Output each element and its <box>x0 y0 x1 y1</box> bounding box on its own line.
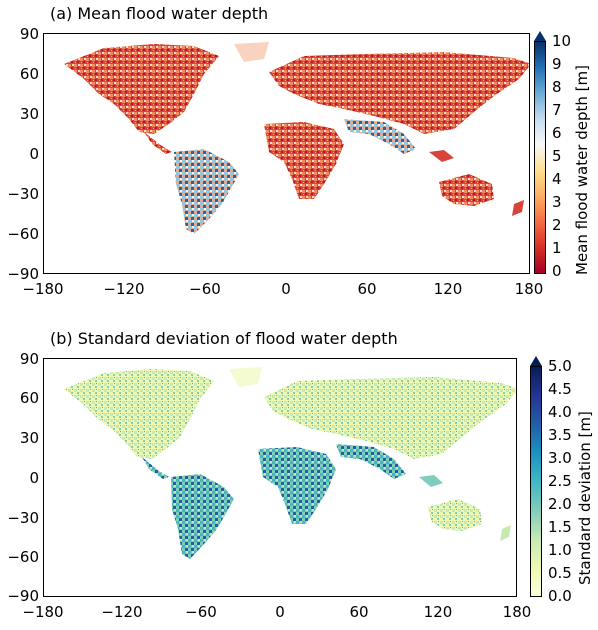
colorbar-tick: 5 <box>552 147 562 165</box>
x-tick-label: −60 <box>189 280 221 298</box>
colorbar-tick: 5.0 <box>548 357 572 375</box>
panel-std-depth: (b) Standard deviation of flood water de… <box>0 325 598 630</box>
x-tick-label: 180 <box>502 603 532 621</box>
colorbar-tick: 4.5 <box>548 380 572 398</box>
colorbar-tick: 2.0 <box>548 495 572 513</box>
colorbar-tick: 6 <box>552 124 562 142</box>
colorbar-tick: 3.5 <box>548 426 572 444</box>
x-tick-label: −180 <box>22 280 64 298</box>
y-tick-label: −60 <box>7 225 39 243</box>
colorbar-tick: 2 <box>552 216 562 234</box>
colorbar-tick: 9 <box>552 55 562 73</box>
colorbar-tick: 3.0 <box>548 449 572 467</box>
continents-std <box>64 367 516 559</box>
y-tick-label: 90 <box>19 350 39 368</box>
colorbar-tick: 7 <box>552 101 562 119</box>
world-map-std <box>64 367 516 559</box>
y-tick-label: 30 <box>19 105 39 123</box>
y-tick-label: −60 <box>7 548 39 566</box>
y-tick-label: −90 <box>7 265 39 283</box>
y-tick-label: −30 <box>7 185 39 203</box>
colorbar-extend-arrow <box>534 31 546 41</box>
y-tick-label: 30 <box>19 429 39 447</box>
y-tick-label: −30 <box>7 509 39 527</box>
y-tick-label: 0 <box>29 145 39 163</box>
colorbar-tick: 1 <box>552 239 562 257</box>
x-tick-label: −60 <box>185 603 217 621</box>
colorbar-tick: 0.5 <box>548 564 572 582</box>
x-tick-label: 120 <box>433 280 463 298</box>
y-tick-label: −90 <box>7 587 39 605</box>
x-tick-label: −180 <box>22 603 64 621</box>
colorbar-tick: 10 <box>552 32 572 50</box>
y-tick-label: 90 <box>19 25 39 43</box>
y-tick-label: 0 <box>29 469 39 487</box>
colorbar-label: Mean flood water depth [m] <box>573 65 591 275</box>
x-tick-label: 0 <box>275 603 285 621</box>
panel-title: (b) Standard deviation of flood water de… <box>50 329 398 348</box>
y-tick-label: 60 <box>19 389 39 407</box>
colorbar-tick: 0 <box>552 262 562 280</box>
colorbar-label: Standard deviation [m] <box>576 411 594 585</box>
x-tick-label: 0 <box>281 280 291 298</box>
x-tick-label: 60 <box>357 280 377 298</box>
x-tick-label: 180 <box>514 280 544 298</box>
colorbar-tick: 1.5 <box>548 518 572 536</box>
colorbar-extend-arrow <box>530 356 542 366</box>
x-tick-label: −120 <box>101 603 143 621</box>
y-tick-label: 60 <box>19 65 39 83</box>
map-plot-std <box>43 358 517 597</box>
colorbar-tick: 1.0 <box>548 541 572 559</box>
x-tick-label: −120 <box>103 280 145 298</box>
colorbar-tick: 4 <box>552 170 562 188</box>
colorbar-mean <box>534 41 546 274</box>
colorbar-tick: 2.5 <box>548 472 572 490</box>
colorbar-tick: 8 <box>552 78 562 96</box>
panel-mean-depth: (a) Mean flood water depth <box>0 0 598 310</box>
colorbar-std <box>530 366 542 597</box>
colorbar-tick: 4.0 <box>548 403 572 421</box>
map-plot-mean <box>43 33 530 274</box>
x-tick-label: 120 <box>423 603 453 621</box>
colorbar-tick: 3 <box>552 193 562 211</box>
colorbar-tick: 0.0 <box>548 587 572 605</box>
x-tick-label: 60 <box>349 603 369 621</box>
panel-title: (a) Mean flood water depth <box>50 4 269 23</box>
world-map-mean <box>64 42 529 234</box>
continents-mean <box>64 42 529 234</box>
